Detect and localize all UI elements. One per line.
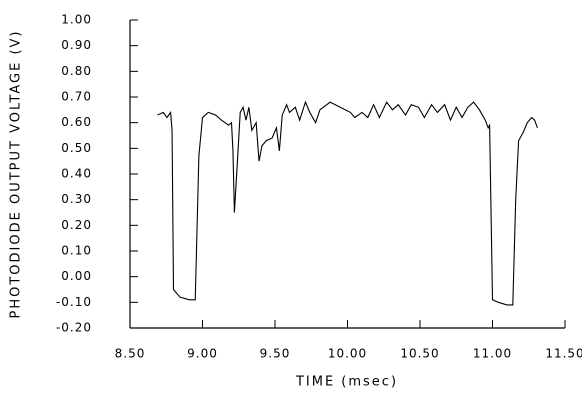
y-tick-label: 0.20 — [61, 218, 92, 232]
x-axis-title: TIME (msec) — [295, 375, 398, 390]
y-tick-label: 0.50 — [61, 141, 92, 155]
y-axis-title: PHOTODIODE OUTPUT VOLTAGE (V) — [9, 30, 24, 319]
y-tick-label: 0.10 — [61, 244, 92, 258]
data-line — [157, 100, 538, 306]
y-tick-label: -0.20 — [56, 321, 92, 335]
x-tick-label: 10.00 — [328, 347, 367, 361]
x-tick-label: 8.50 — [115, 347, 146, 361]
y-tick-label: 0.90 — [61, 38, 92, 52]
x-tick-label: 9.00 — [187, 347, 218, 361]
y-tick-label: 0.70 — [61, 90, 92, 104]
x-tick-label: 11.00 — [473, 347, 512, 361]
y-tick-label: 0.80 — [61, 64, 92, 78]
y-tick-label: 0.60 — [61, 115, 92, 129]
y-tick-label: 0.40 — [61, 167, 92, 181]
x-tick-label: 10.50 — [400, 347, 439, 361]
y-tick-label: 1.00 — [61, 13, 92, 27]
x-tick-label: 11.50 — [545, 347, 582, 361]
y-tick-label: 0.00 — [61, 269, 92, 283]
x-tick-label: 9.50 — [260, 347, 291, 361]
y-tick-label: -0.10 — [56, 295, 92, 309]
y-tick-label: 0.30 — [61, 192, 92, 206]
